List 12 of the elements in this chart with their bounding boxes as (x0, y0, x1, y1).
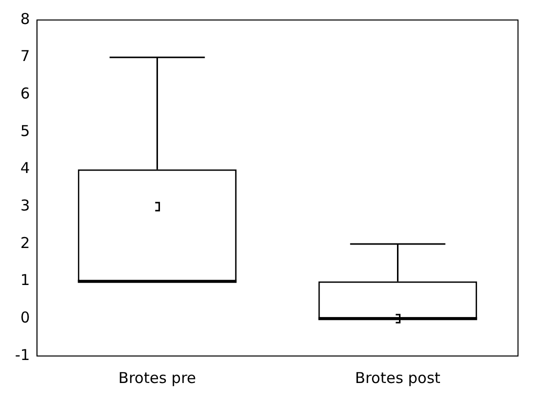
y-tick-label: 0 (20, 308, 30, 327)
y-tick-label: 6 (20, 84, 30, 103)
y-tick-label: 3 (20, 196, 30, 215)
y-tick-label: 1 (20, 271, 30, 290)
y-tick-label: 8 (20, 10, 30, 28)
y-tick-label: 7 (20, 47, 30, 66)
y-tick-label: 5 (20, 122, 30, 140)
y-tick-label: -1 (14, 346, 30, 364)
x-tick-label: Brotes post (355, 368, 441, 387)
y-tick-label: 4 (20, 159, 30, 178)
y-tick-label: 2 (20, 234, 30, 252)
x-tick-label: Brotes pre (118, 368, 196, 387)
